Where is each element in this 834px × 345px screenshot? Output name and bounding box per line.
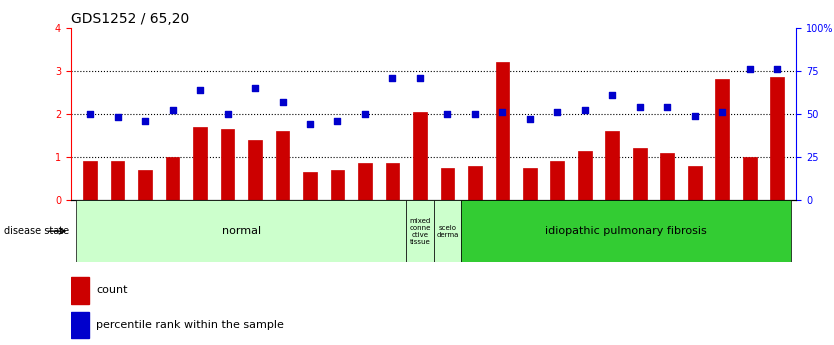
Point <box>523 116 536 122</box>
Point <box>661 104 674 110</box>
Text: percentile rank within the sample: percentile rank within the sample <box>96 320 284 330</box>
Bar <box>138 170 152 200</box>
Point <box>331 118 344 124</box>
Bar <box>249 140 262 200</box>
Text: idiopathic pulmonary fibrosis: idiopathic pulmonary fibrosis <box>545 226 707 236</box>
Point <box>468 111 481 117</box>
Point <box>633 104 646 110</box>
Bar <box>385 164 399 200</box>
Bar <box>771 77 784 200</box>
Bar <box>578 150 591 200</box>
Bar <box>358 164 372 200</box>
Bar <box>303 172 317 200</box>
Bar <box>221 129 234 200</box>
Bar <box>83 161 97 200</box>
Bar <box>688 166 701 200</box>
Bar <box>495 62 510 200</box>
Bar <box>330 170 344 200</box>
FancyBboxPatch shape <box>461 200 791 262</box>
Text: mixed
conne
ctive
tissue: mixed conne ctive tissue <box>409 218 430 245</box>
Point <box>138 118 152 124</box>
Bar <box>276 131 289 200</box>
Text: normal: normal <box>222 226 261 236</box>
Point <box>688 113 701 118</box>
Point <box>249 85 262 91</box>
Bar <box>743 157 756 200</box>
Bar <box>550 161 565 200</box>
Bar <box>440 168 455 200</box>
Point <box>605 92 619 98</box>
Bar <box>71 312 89 338</box>
Bar <box>166 157 179 200</box>
Point <box>578 108 591 113</box>
Text: disease state: disease state <box>4 226 69 236</box>
Point <box>771 66 784 72</box>
FancyBboxPatch shape <box>406 200 434 262</box>
FancyBboxPatch shape <box>77 200 406 262</box>
Point <box>166 108 179 113</box>
Point <box>359 111 372 117</box>
Bar <box>468 166 482 200</box>
Point <box>550 109 564 115</box>
Point <box>743 66 756 72</box>
Bar <box>605 131 619 200</box>
Bar <box>111 161 124 200</box>
Text: count: count <box>96 286 128 295</box>
Point <box>440 111 454 117</box>
Bar <box>716 79 729 200</box>
Point <box>83 111 97 117</box>
Point <box>304 121 317 127</box>
Point <box>276 99 289 105</box>
Bar <box>193 127 207 200</box>
Point <box>193 87 207 92</box>
Text: scelo
derma: scelo derma <box>436 225 459 238</box>
Point <box>716 109 729 115</box>
Bar <box>523 168 537 200</box>
Bar <box>661 152 674 200</box>
Text: GDS1252 / 65,20: GDS1252 / 65,20 <box>71 12 189 27</box>
Point <box>414 75 427 80</box>
Point <box>495 109 509 115</box>
Point <box>111 115 124 120</box>
Point <box>221 111 234 117</box>
FancyBboxPatch shape <box>434 200 461 262</box>
Point <box>386 75 399 80</box>
Bar <box>413 112 427 200</box>
Bar <box>633 148 646 200</box>
Bar <box>71 277 89 304</box>
